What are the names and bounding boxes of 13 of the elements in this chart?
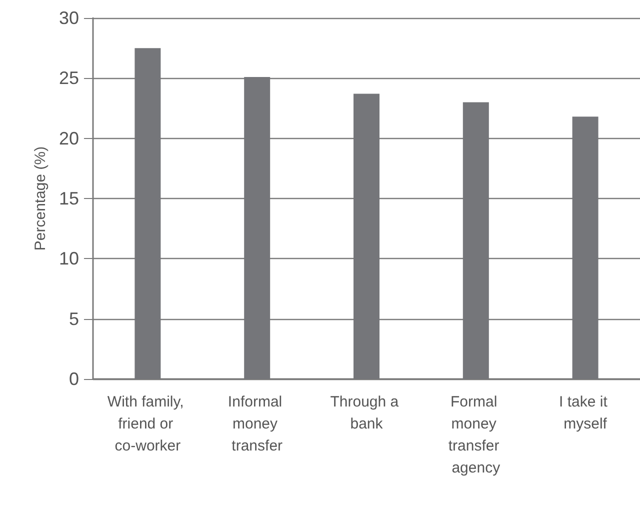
- y-tick-label: 5: [68, 308, 79, 329]
- x-tick-label: Formal money transfer agency: [448, 394, 504, 476]
- y-axis-title: Percentage (%): [32, 146, 49, 251]
- y-tick-label: 30: [58, 8, 79, 28]
- y-tick-label: 0: [68, 369, 79, 389]
- y-tick-label: 25: [58, 68, 79, 88]
- x-tick-label: I take it myself: [559, 394, 612, 432]
- y-tick-label: 20: [58, 128, 79, 148]
- y-tick-label: 15: [58, 188, 79, 208]
- x-tick-label: Through a bank: [330, 394, 403, 432]
- x-tick-label: Informal money transfer: [228, 394, 286, 454]
- y-tick-label: 10: [58, 248, 79, 269]
- x-tick-label: With family, friend or co-worker: [107, 394, 188, 454]
